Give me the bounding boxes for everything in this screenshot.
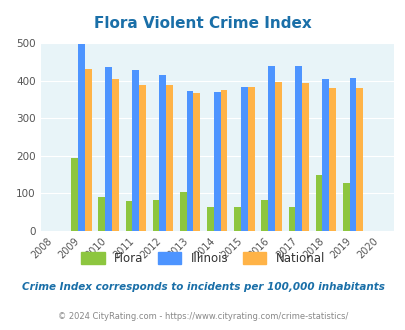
Bar <box>294 66 301 231</box>
Bar <box>139 85 145 231</box>
Bar <box>213 92 220 231</box>
Bar <box>125 201 132 231</box>
Bar <box>342 183 349 231</box>
Bar <box>85 69 91 231</box>
Bar <box>274 82 281 231</box>
Bar <box>132 70 139 231</box>
Bar <box>241 86 247 231</box>
Bar <box>328 88 335 231</box>
Bar <box>159 75 166 231</box>
Bar <box>349 78 356 231</box>
Bar <box>105 67 112 231</box>
Bar <box>98 197 105 231</box>
Bar <box>71 158 78 231</box>
Legend: Flora, Illinois, National: Flora, Illinois, National <box>76 247 329 269</box>
Bar <box>186 91 193 231</box>
Bar <box>315 175 322 231</box>
Bar <box>301 83 308 231</box>
Bar <box>152 200 159 231</box>
Bar <box>112 79 118 231</box>
Bar <box>179 192 186 231</box>
Bar <box>234 207 241 231</box>
Bar <box>207 207 213 231</box>
Bar <box>261 200 267 231</box>
Bar <box>220 90 227 231</box>
Bar <box>267 66 274 231</box>
Bar <box>356 88 362 231</box>
Bar <box>247 87 254 231</box>
Text: © 2024 CityRating.com - https://www.cityrating.com/crime-statistics/: © 2024 CityRating.com - https://www.city… <box>58 312 347 321</box>
Bar <box>193 92 200 231</box>
Bar <box>78 44 85 231</box>
Text: Crime Index corresponds to incidents per 100,000 inhabitants: Crime Index corresponds to incidents per… <box>21 282 384 292</box>
Bar <box>288 207 294 231</box>
Bar <box>322 79 328 231</box>
Text: Flora Violent Crime Index: Flora Violent Crime Index <box>94 16 311 31</box>
Bar <box>166 85 173 231</box>
